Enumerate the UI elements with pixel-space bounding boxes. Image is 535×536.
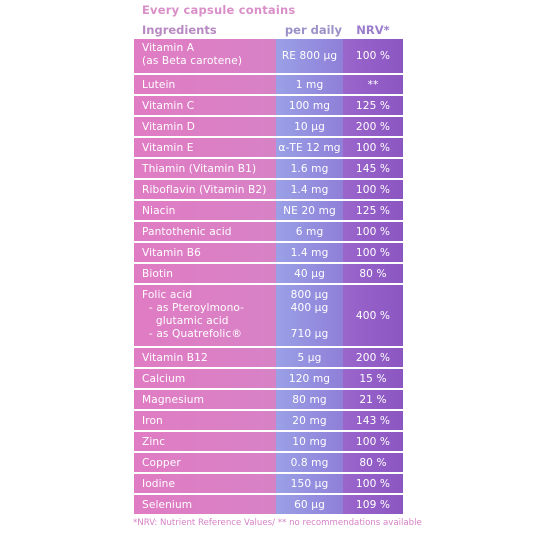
table-row: Thiamin (Vitamin B1) 1.6 mg 145 % bbox=[134, 160, 403, 180]
table-row: Pantothenic acid 6 mg 100 % bbox=[134, 223, 403, 243]
nrv-value: 200 % bbox=[355, 352, 391, 364]
nrv-value: 125 % bbox=[355, 205, 391, 217]
nrv-value: 143 % bbox=[355, 415, 391, 427]
table-row: Calcium 120 mg 15 % bbox=[134, 370, 403, 390]
nutrient-name: Lutein bbox=[142, 79, 176, 91]
nutrient-name: Zinc bbox=[142, 436, 166, 448]
table-row: Zinc 10 mg 100 % bbox=[134, 433, 403, 453]
daily-dose: 1 mg bbox=[295, 79, 324, 91]
daily-dose: α-TE 12 mg bbox=[278, 142, 341, 154]
table-row: Iron 20 mg 143 % bbox=[134, 412, 403, 432]
nutrient-name: Vitamin E bbox=[142, 142, 194, 154]
nrv-value: 80 % bbox=[359, 457, 387, 469]
nutrient-name: Vitamin C bbox=[142, 100, 195, 112]
nrv-value: 109 % bbox=[355, 499, 391, 511]
daily-dose: 1.4 mg bbox=[290, 184, 329, 196]
nrv-value: 400 % bbox=[355, 310, 391, 322]
table-row: Vitamin C 100 mg 125 % bbox=[134, 97, 403, 117]
daily-dose: 100 mg bbox=[288, 100, 331, 112]
table-row: Vitamin D 10 µg 200 % bbox=[134, 118, 403, 138]
nrv-value: 100 % bbox=[355, 520, 391, 532]
daily-dose: 10 µg bbox=[294, 121, 325, 133]
daily-dose: 5 µg bbox=[297, 352, 322, 364]
daily-dose: 80 mg bbox=[292, 394, 327, 406]
table-row: Vitamin B12 5 µg 200 % bbox=[134, 349, 403, 369]
table-row: Vitamin A (as Beta carotene) RE 800 µg 100… bbox=[134, 39, 403, 75]
nutrient-name: Selenium bbox=[142, 499, 193, 511]
daily-dose: 60 µg bbox=[294, 499, 325, 511]
footnote: *NRV: Nutrient Reference Values/ ** no r… bbox=[133, 518, 422, 528]
daily-dose: RE 800 µg bbox=[281, 50, 338, 62]
daily-dose: NE 20 mg bbox=[283, 205, 336, 217]
nutrient-name: Pantothenic acid bbox=[142, 226, 232, 238]
nutrient-name: Vitamin D bbox=[142, 121, 196, 133]
daily-dose: 10 mg bbox=[292, 436, 327, 448]
table-row: Vitamin E α-TE 12 mg 100 % bbox=[134, 139, 403, 159]
table-row: Manganese 2 mg 100 % bbox=[134, 517, 403, 536]
daily-dose: 20 mg bbox=[292, 415, 327, 427]
nrv-value: 100 % bbox=[355, 226, 391, 238]
nutrient-name: Iron bbox=[142, 415, 163, 427]
nutrient-name: Folic acid - as Pteroylmono- glutamic ac… bbox=[142, 289, 245, 340]
table-caption: Every capsule contains bbox=[142, 3, 296, 17]
table-row: Iodine 150 µg 100 % bbox=[134, 475, 403, 495]
nutrient-name: Riboflavin (Vitamin B2) bbox=[142, 184, 267, 196]
nutrient-name: Niacin bbox=[142, 205, 176, 217]
nutrient-name: Iodine bbox=[142, 478, 176, 490]
nrv-value: 125 % bbox=[355, 100, 391, 112]
table-row: Biotin 40 µg 80 % bbox=[134, 265, 403, 285]
nutrient-name: Calcium bbox=[142, 373, 186, 385]
nrv-value: ** bbox=[367, 79, 379, 91]
table-row: Riboflavin (Vitamin B2) 1.4 mg 100 % bbox=[134, 181, 403, 201]
nrv-value: 200 % bbox=[355, 121, 391, 133]
daily-dose: 40 µg bbox=[294, 268, 325, 280]
daily-dose: 1.4 mg bbox=[290, 247, 329, 259]
nutrient-name: Copper bbox=[142, 457, 181, 469]
daily-dose: 800 µg 400 µg 710 µg bbox=[290, 289, 329, 340]
daily-dose: 2 mg bbox=[295, 520, 324, 532]
nrv-value: 21 % bbox=[359, 394, 387, 406]
table-row: Vitamin B6 1.4 mg 100 % bbox=[134, 244, 403, 264]
header-ingredients: Ingredients bbox=[142, 23, 217, 37]
nutrient-name: Vitamin B6 bbox=[142, 247, 201, 259]
nrv-value: 15 % bbox=[359, 373, 387, 385]
nutrient-name: Vitamin B12 bbox=[142, 352, 208, 364]
nutrient-name: Magnesium bbox=[142, 394, 204, 406]
nutrition-table: Vitamin A (as Beta carotene) RE 800 µg 100… bbox=[134, 39, 403, 532]
nrv-value: 100 % bbox=[355, 142, 391, 154]
nrv-value: 100 % bbox=[355, 478, 391, 490]
header-daily-dose: per daily dose bbox=[284, 23, 342, 55]
daily-dose: 0.8 mg bbox=[290, 457, 329, 469]
nutrient-name: Thiamin (Vitamin B1) bbox=[142, 163, 257, 175]
table-row: Niacin NE 20 mg 125 % bbox=[134, 202, 403, 222]
daily-dose: 150 µg bbox=[290, 478, 329, 490]
table-row: Magnesium 80 mg 21 % bbox=[134, 391, 403, 411]
nrv-value: 100 % bbox=[355, 50, 391, 62]
table-row: Copper 0.8 mg 80 % bbox=[134, 454, 403, 474]
table-row: Selenium 60 µg 109 % bbox=[134, 496, 403, 516]
daily-dose: 6 mg bbox=[295, 226, 324, 238]
daily-dose: 1.6 mg bbox=[290, 163, 329, 175]
nutrient-name: Biotin bbox=[142, 268, 174, 280]
nrv-value: 145 % bbox=[355, 163, 391, 175]
nrv-value: 100 % bbox=[355, 247, 391, 259]
nrv-value: 80 % bbox=[359, 268, 387, 280]
nrv-value: 100 % bbox=[355, 184, 391, 196]
table-row: Folic acid - as Pteroylmono- glutamic ac… bbox=[134, 286, 403, 348]
nutrient-name: Manganese bbox=[142, 520, 204, 532]
header-nrv: NRV* bbox=[356, 23, 390, 37]
nutrient-name: Vitamin A (as Beta carotene) bbox=[142, 42, 243, 67]
daily-dose: 120 mg bbox=[288, 373, 331, 385]
table-row: Lutein 1 mg ** bbox=[134, 76, 403, 96]
nrv-value: 100 % bbox=[355, 436, 391, 448]
